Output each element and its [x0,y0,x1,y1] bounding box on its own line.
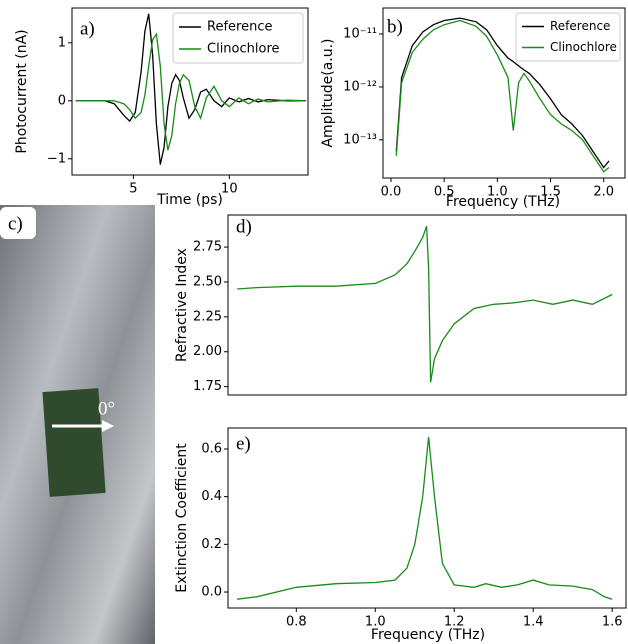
series-line [395,19,610,173]
arrowhead [102,420,114,432]
panel-label: c) [8,213,23,234]
chart: 0.8 1.0 1.2 1.4 1.6 0.0 0.2 0.4 0.6 e) Frequency (… [174,427,627,643]
panel-label: e) [236,433,251,454]
x-tick-label: 2.0 [593,185,614,200]
plot-frame [227,427,627,609]
chart: 5 10 −1 0 1 a) Time (ps) Photocurrent (nA) Refer… [14,7,309,208]
legend-label: Reference [207,20,272,35]
y-tick-label: 2.75 [193,240,222,255]
series-line [237,225,613,383]
series-line [237,437,613,600]
sample [42,388,106,497]
y-tick-label: 10⁻¹² [343,79,377,94]
x-tick-label: 0.0 [381,185,402,200]
y-tick-label: 0 [58,93,66,108]
x-axis-label: Time (ps) [156,192,223,208]
chart: 0.0 0.5 1.0 1.5 2.0 10⁻¹³ 10⁻¹² 10⁻¹¹ b) Frequenc… [320,7,626,210]
y-tick-label: 0.0 [201,585,222,600]
chart: 1.75 2.00 2.25 2.50 2.75 d) Refractive Index [174,214,627,396]
legend-label: Reference [550,19,610,33]
y-axis-label: Amplitude(a.u.) [320,38,336,147]
panel-label: a) [80,18,95,39]
legend-box [172,12,304,64]
photo-panel: 0° c) [0,205,155,644]
y-tick-label: 1.75 [193,379,222,394]
y-tick-label: 1 [58,35,66,50]
y-axis-label: Refractive Index [174,248,190,362]
series-line [395,17,610,169]
panel-label: d) [236,216,252,237]
x-tick-label: 1.5 [540,185,561,200]
x-tick-label: 1.0 [487,185,508,200]
label-box [0,207,36,239]
legend-label: Clinochlore [207,42,280,57]
series-line [75,13,307,165]
plot-frame [382,7,626,179]
y-axis-label: Extinction Coefficient [174,443,190,593]
y-tick-label: 10⁻¹¹ [343,27,377,42]
legend-label: Clinochlore [550,40,617,54]
x-tick-label: 1.2 [444,615,465,630]
y-tick-label: 2.25 [193,309,222,324]
y-tick-label: 2.00 [193,344,222,359]
x-tick-label: 1.6 [602,615,623,630]
x-tick-label: 1.4 [523,615,544,630]
x-axis-label: Frequency (THz) [446,194,560,210]
y-axis-label: Photocurrent (nA) [14,29,30,153]
x-tick-label: 1.0 [365,615,386,630]
y-tick-label: 0.2 [201,537,222,552]
legend-box [515,12,621,62]
x-tick-label: 0.5 [434,185,455,200]
series-line [75,32,307,151]
y-tick-label: 0.6 [201,441,222,456]
panel-label: b) [387,16,403,37]
x-tick-label: 10 [221,182,238,197]
x-axis-label: Frequency (THz) [371,627,485,643]
y-tick-label: −1 [47,151,66,166]
x-tick-label: 0.8 [286,615,307,630]
plot-frame [227,214,627,396]
y-tick-label: 10⁻¹³ [343,132,377,147]
angle-label: 0° [98,398,115,419]
plot-frame [71,7,309,176]
x-tick-label: 5 [129,182,137,197]
y-tick-label: 2.50 [193,274,222,289]
y-tick-label: 0.4 [201,489,222,504]
